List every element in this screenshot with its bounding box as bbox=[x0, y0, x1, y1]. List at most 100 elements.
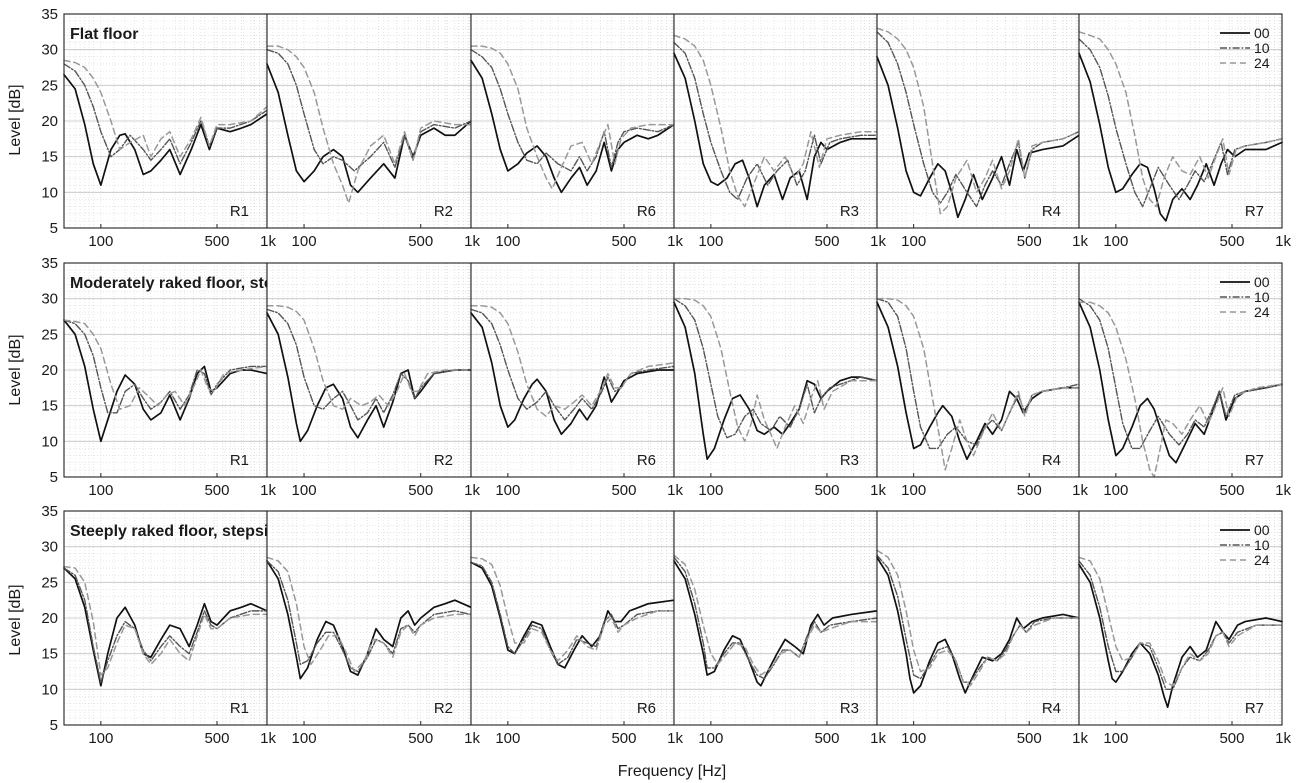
x-tick-label: 100 bbox=[1103, 233, 1128, 250]
x-tick-label: 1k bbox=[667, 730, 683, 747]
series-00-line bbox=[1078, 52, 1283, 222]
series-24-line bbox=[1078, 301, 1283, 478]
x-tick-label: 1k bbox=[260, 482, 276, 499]
x-tick-label: 100 bbox=[495, 730, 520, 747]
grid bbox=[1078, 510, 1283, 726]
x-tick-label: 500 bbox=[1017, 730, 1042, 747]
x-tick-label: 1k bbox=[1275, 730, 1291, 747]
series-24-line bbox=[266, 556, 472, 673]
panel-label: R6 bbox=[637, 452, 656, 469]
x-tick-label: 500 bbox=[204, 233, 229, 250]
panel-label: R4 bbox=[1042, 203, 1061, 220]
series-24-line bbox=[470, 45, 675, 190]
series-10-line bbox=[63, 567, 268, 683]
series-10-line bbox=[673, 556, 878, 680]
panel-3-r6: 100 500 1k R6 bbox=[470, 510, 683, 747]
y-tick-label: 35 bbox=[41, 503, 58, 520]
panel-frame bbox=[1078, 262, 1283, 478]
panel-1-r1: 100 500 1k R1 Flat floor bbox=[63, 13, 276, 250]
legend-label-24: 24 bbox=[1254, 552, 1270, 568]
x-tick-label: 100 bbox=[901, 730, 926, 747]
y-tick-label: 30 bbox=[41, 42, 58, 59]
series-10-line bbox=[63, 63, 268, 165]
series-00-line bbox=[673, 560, 878, 687]
panel-1-r6: 100 500 1k R6 bbox=[470, 13, 683, 250]
series-00-line bbox=[876, 556, 1080, 694]
x-tick-label: 500 bbox=[408, 730, 433, 747]
panel-2-r6: 100 500 1k R6 bbox=[470, 262, 683, 499]
y-tick-label: 5 bbox=[50, 469, 58, 486]
x-tick-label: 1k bbox=[1072, 482, 1088, 499]
x-tick-label: 100 bbox=[1103, 482, 1128, 499]
panel-label: R3 bbox=[840, 203, 859, 220]
x-tick-label: 100 bbox=[901, 482, 926, 499]
x-tick-label: 1k bbox=[1275, 482, 1291, 499]
x-tick-label: 1k bbox=[667, 482, 683, 499]
y-tick-label: 25 bbox=[41, 574, 58, 591]
x-tick-label: 500 bbox=[814, 482, 839, 499]
x-tick-label: 500 bbox=[1219, 482, 1244, 499]
series-00-line bbox=[470, 59, 675, 194]
series-10-line bbox=[1078, 297, 1283, 450]
series-24-line bbox=[266, 305, 472, 410]
x-tick-label: 100 bbox=[88, 482, 113, 499]
y-tick-label: 25 bbox=[41, 326, 58, 343]
y-tick-label: 35 bbox=[41, 255, 58, 272]
y-tick-label: 10 bbox=[41, 681, 58, 698]
series-10-line bbox=[63, 319, 268, 414]
y-tick-label: 35 bbox=[41, 6, 58, 23]
series-24-line bbox=[876, 549, 1080, 687]
x-tick-label: 500 bbox=[1219, 233, 1244, 250]
panel-label: R6 bbox=[637, 203, 656, 220]
panel-2-r4: 100 500 1k R4 bbox=[876, 262, 1088, 499]
y-tick-label: 20 bbox=[41, 610, 58, 627]
panel-frame bbox=[1078, 13, 1283, 229]
x-tick-label: 100 bbox=[698, 730, 723, 747]
panel-label: R3 bbox=[840, 452, 859, 469]
x-tick-label: 500 bbox=[611, 482, 636, 499]
x-tick-label: 100 bbox=[88, 730, 113, 747]
series-24-line bbox=[470, 305, 675, 418]
series-24-line bbox=[63, 319, 268, 410]
x-tick-label: 1k bbox=[464, 233, 480, 250]
series-00-line bbox=[63, 319, 268, 443]
panel-3-r3: 100 500 1k R3 bbox=[673, 510, 886, 747]
panel-label: R4 bbox=[1042, 452, 1061, 469]
x-tick-label: 100 bbox=[1103, 730, 1128, 747]
series-10-line bbox=[470, 48, 675, 172]
x-tick-label: 100 bbox=[698, 482, 723, 499]
series-24-line bbox=[673, 554, 878, 676]
series-00-line bbox=[63, 567, 268, 687]
series-00-line bbox=[876, 55, 1080, 219]
panel-frame bbox=[1078, 510, 1283, 726]
y-axis-row-1: 5 10 15 20 25 30 35 bbox=[41, 6, 58, 237]
series-00-line bbox=[266, 312, 472, 443]
x-tick-label: 1k bbox=[464, 482, 480, 499]
x-tick-label: 1k bbox=[260, 730, 276, 747]
y-tick-label: 20 bbox=[41, 362, 58, 379]
x-tick-label: 1k bbox=[1072, 233, 1088, 250]
series-24-line bbox=[673, 297, 878, 450]
series-00-line bbox=[1078, 563, 1283, 709]
series-00-line bbox=[470, 561, 675, 669]
y-tick-label: 10 bbox=[41, 433, 58, 450]
series-24-line bbox=[1078, 556, 1283, 687]
y-tick-label: 30 bbox=[41, 291, 58, 308]
panel-label: R3 bbox=[840, 700, 859, 717]
panel-label: R2 bbox=[434, 452, 453, 469]
series-24-line bbox=[63, 59, 268, 158]
series-10-line bbox=[673, 297, 878, 439]
x-tick-label: 100 bbox=[495, 482, 520, 499]
series-24-line bbox=[470, 556, 675, 662]
series-24-line bbox=[266, 45, 472, 204]
y-tick-label: 10 bbox=[41, 184, 58, 201]
x-tick-label: 100 bbox=[88, 233, 113, 250]
panel-label: R7 bbox=[1245, 700, 1264, 717]
